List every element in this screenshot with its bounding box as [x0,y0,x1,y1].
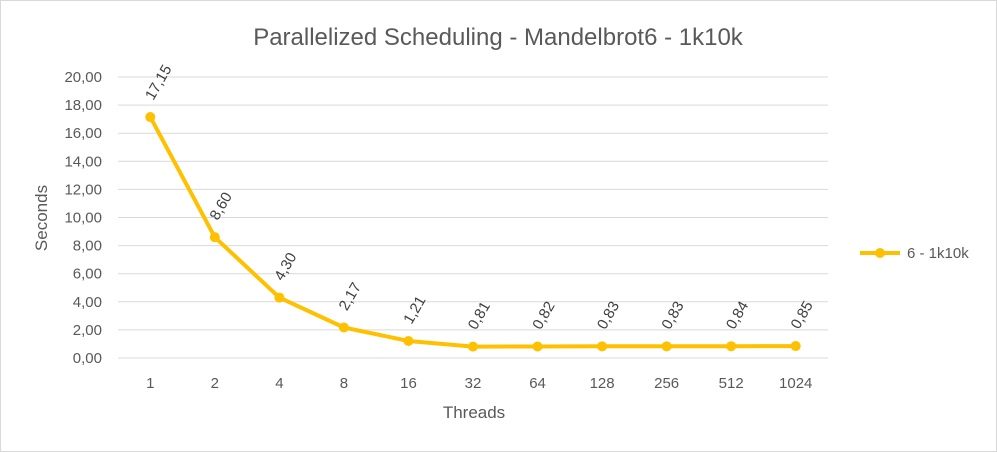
y-tick-label: 8,00 [73,238,102,255]
data-label: 0,82 [529,299,558,333]
data-label: 0,85 [787,298,816,332]
data-point [274,292,285,303]
data-point [403,335,414,346]
data-label: 4,30 [271,250,300,284]
y-tick-label: 2,00 [73,322,102,339]
legend-dot-marker [875,248,885,258]
data-label: 0,83 [658,299,687,333]
x-tick-label: 128 [590,375,615,392]
x-axis-title: Threads [443,403,505,422]
data-point [726,341,737,352]
data-label: 2,17 [336,280,365,314]
data-label: 17,15 [142,62,175,103]
x-tick-label: 4 [275,375,283,392]
data-point [532,341,543,352]
data-labels: 17,15 8,60 4,30 2,17 1,21 0,81 0,82 0,83 0,83 0,8… [142,62,817,333]
x-tick-label: 64 [529,375,546,392]
x-tick-label: 2 [211,375,219,392]
data-label: 0,83 [594,299,623,333]
data-point [145,112,156,123]
x-tick-label: 256 [654,375,679,392]
series-layer [145,112,801,352]
y-tick-label: 10,00 [64,210,102,227]
y-tick-label: 16,00 [64,125,102,142]
y-tick-label: 4,00 [73,294,102,311]
data-label: 1,21 [400,293,429,327]
data-point [661,341,672,352]
data-point [468,341,478,352]
data-point [338,322,349,333]
data-label: 0,81 [465,299,494,333]
y-axis-title: Seconds [32,185,51,251]
y-tick-label: 12,00 [64,181,102,198]
y-tick-label: 0,00 [73,350,102,367]
chart-title: Parallelized Scheduling - Mandelbrot6 - … [253,24,744,51]
data-point [209,232,220,243]
x-tick-label: 512 [719,375,744,392]
data-label: 8,60 [207,189,236,223]
x-tick-label: 1 [146,375,154,392]
legend: 6 - 1k10k [860,245,969,262]
gridlines [118,76,828,359]
y-tick-label: 14,00 [64,153,102,170]
x-tick-label: 16 [400,375,417,392]
legend-label: 6 - 1k10k [907,245,969,262]
y-axis-ticks: 0,00 2,00 4,00 6,00 8,00 10,00 12,00 14,00 16,00… [64,69,102,367]
x-tick-label: 1024 [779,375,812,392]
y-tick-label: 18,00 [64,97,102,114]
x-tick-label: 8 [340,375,348,392]
y-tick-label: 20,00 [64,69,102,86]
data-point [790,341,801,352]
data-label: 0,84 [723,298,752,332]
y-tick-label: 6,00 [73,266,102,283]
x-axis-ticks: 1 2 4 8 16 32 64 128 256 512 1024 [146,375,812,392]
x-tick-label: 32 [465,375,482,392]
data-point [597,341,608,352]
